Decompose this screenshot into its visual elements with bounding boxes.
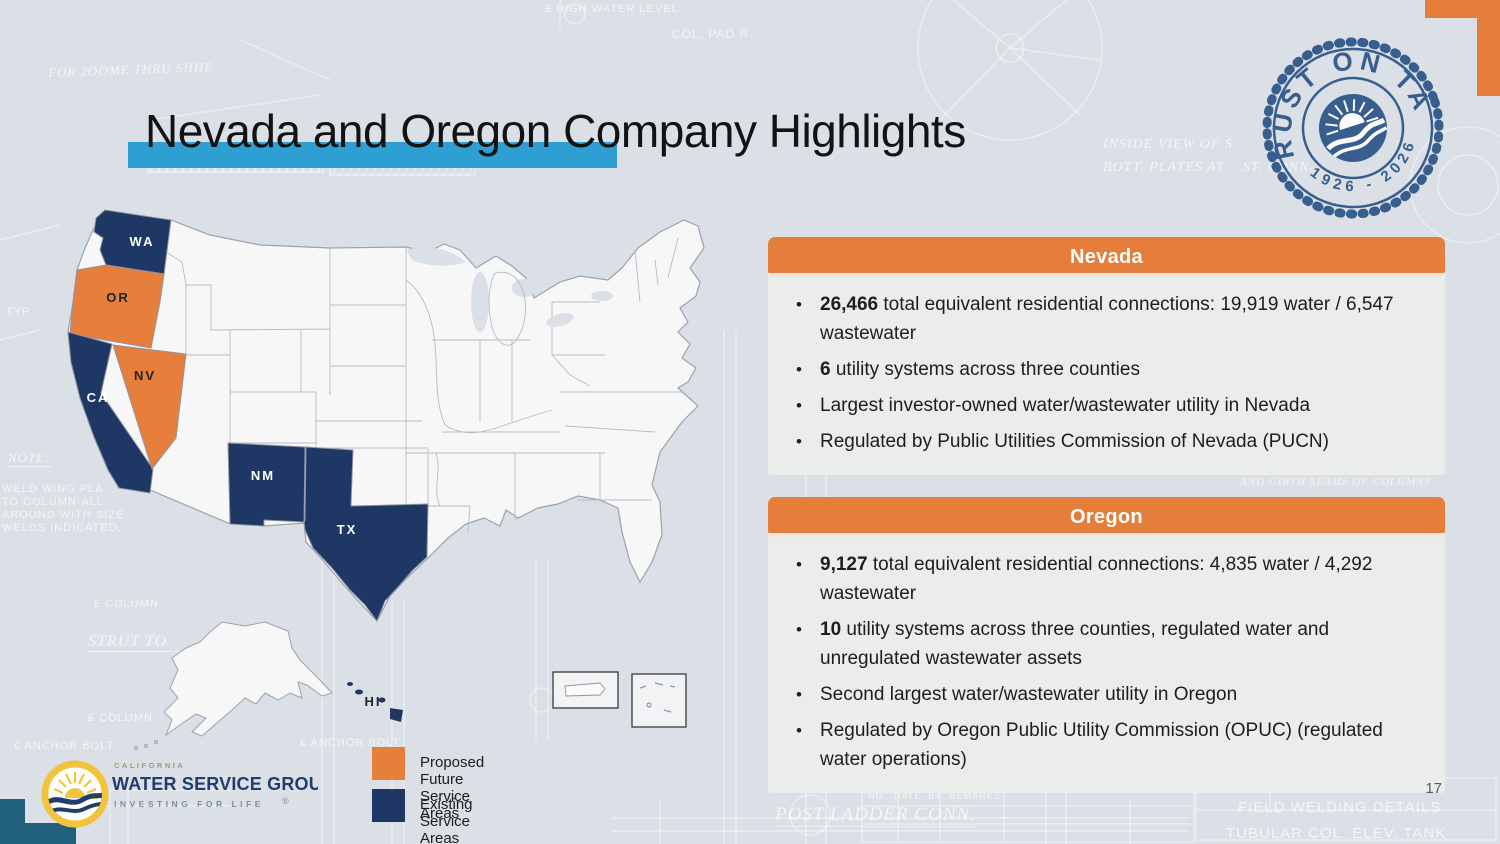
blueprint-text: NO. DATE BY REMARKS [868,791,1001,801]
existing-color-swatch [372,789,405,822]
sun-wave-emblem-icon [1319,94,1388,162]
blueprint-text: AND GIRTH SEAMS OF COLUMNS [1240,476,1431,488]
logo-line-tagline: INVESTING FOR LIFE [114,799,264,809]
blueprint-text: TYP. [6,306,34,318]
bullet-item: Second largest water/wastewater utility … [784,680,1425,709]
oregon-box-header: Oregon [768,497,1445,537]
blueprint-text: WELD WING PLA [2,483,104,495]
blueprint-text: £ ANCHOR BOLT [14,740,115,752]
blueprint-text: FIELD WELDING DETAILS [1238,799,1442,816]
state-label-or: OR [106,290,130,305]
page-title: Nevada and Oregon Company Highlights [145,105,966,157]
legend-label: Existing Service Areas [420,796,473,844]
nevada-box-body: 26,466 total equivalent residential conn… [768,273,1445,475]
state-label-ca: CA [87,390,110,405]
page-number: 17 [1425,780,1442,797]
legend-label: Proposed Future Service Areas [420,754,485,822]
state-label-hi: HI [365,694,382,709]
blueprint-text: TO COLUMN-ALL [2,496,105,508]
state-hawaii-islands [347,682,403,722]
blueprint-text: £ COLUMN [94,598,159,610]
oregon-box-body: 9,127 total equivalent residential conne… [768,533,1445,793]
state-label-nv: NV [134,368,156,383]
registered-trademark-icon: ® [282,796,289,806]
state-label-nm: NM [251,468,275,483]
blueprint-text: INSIDE VIEW OF S [1103,137,1233,152]
blueprint-text: COL. PAD R. [672,27,754,41]
blueprint-text: TUBULAR COL. ELEV. TANK [1226,825,1447,842]
bullet-item: 6 utility systems across three counties [784,355,1425,384]
bullet-item: 26,466 total equivalent residential conn… [784,290,1425,348]
bullet-item: Regulated by Oregon Public Utility Commi… [784,716,1425,774]
blueprint-text: £ COLUMN [88,712,153,724]
logo-line-company: WATER SERVICE GROUP [112,774,318,794]
sun-wave-logo-icon [41,760,109,828]
bullet-item: Regulated by Public Utilities Commission… [784,427,1425,456]
state-california [67,331,154,494]
state-alaska [163,621,333,737]
state-label-wa: WA [130,234,155,249]
blueprint-text: £ HIGH WATER LEVEL [545,3,679,15]
logo-line-california: CALIFORNIA [114,761,185,770]
nevada-box-header: Nevada [768,237,1445,277]
oregon-box: Oregon 9,127 total equivalent residentia… [768,497,1445,793]
state-oregon [69,264,165,349]
trust-on-tap-stamp: TRUST ON TAP 1926 - 2026 [1258,32,1444,219]
nevada-box: Nevada 26,466 total equivalent residenti… [768,237,1445,475]
blueprint-text: POST LADDER CONN. [775,804,976,827]
aleutian-islands [134,740,158,750]
us-service-area-map: WA OR NV CA NM TX HI [67,209,705,750]
blueprint-text: BOTT. PLATES AT ST. CONN. [1103,160,1315,175]
bullet-item: Largest investor-owned water/wastewater … [784,391,1425,420]
nevada-bullet-list: 26,466 total equivalent residential conn… [784,290,1425,456]
inset-box-puerto-rico [552,671,619,709]
oregon-bullet-list: 9,127 total equivalent residential conne… [784,550,1425,774]
inset-box-virgin-islands [631,673,687,728]
state-label-tx: TX [337,522,358,537]
great-lakes [406,247,613,332]
blueprint-text: NOTE: [8,450,51,467]
state-new-mexico [227,442,306,527]
bullet-item: 10 utility systems across three counties… [784,615,1425,673]
blueprint-text: £ ANCHOR BOLT [300,737,401,749]
state-borders [165,219,682,533]
blueprint-text: AROUND WITH SIZE [2,509,125,521]
state-nevada [112,344,187,471]
bullet-item: 9,127 total equivalent residential conne… [784,550,1425,608]
water-service-group-logo: CALIFORNIA WATER SERVICE GROUP INVESTING… [41,760,318,828]
proposed-color-swatch [372,747,405,780]
state-michigan-outline [488,271,526,346]
state-texas [303,446,429,623]
blueprint-text: WELDS INDICATED. [2,522,122,534]
title-underline-bar [128,142,617,168]
